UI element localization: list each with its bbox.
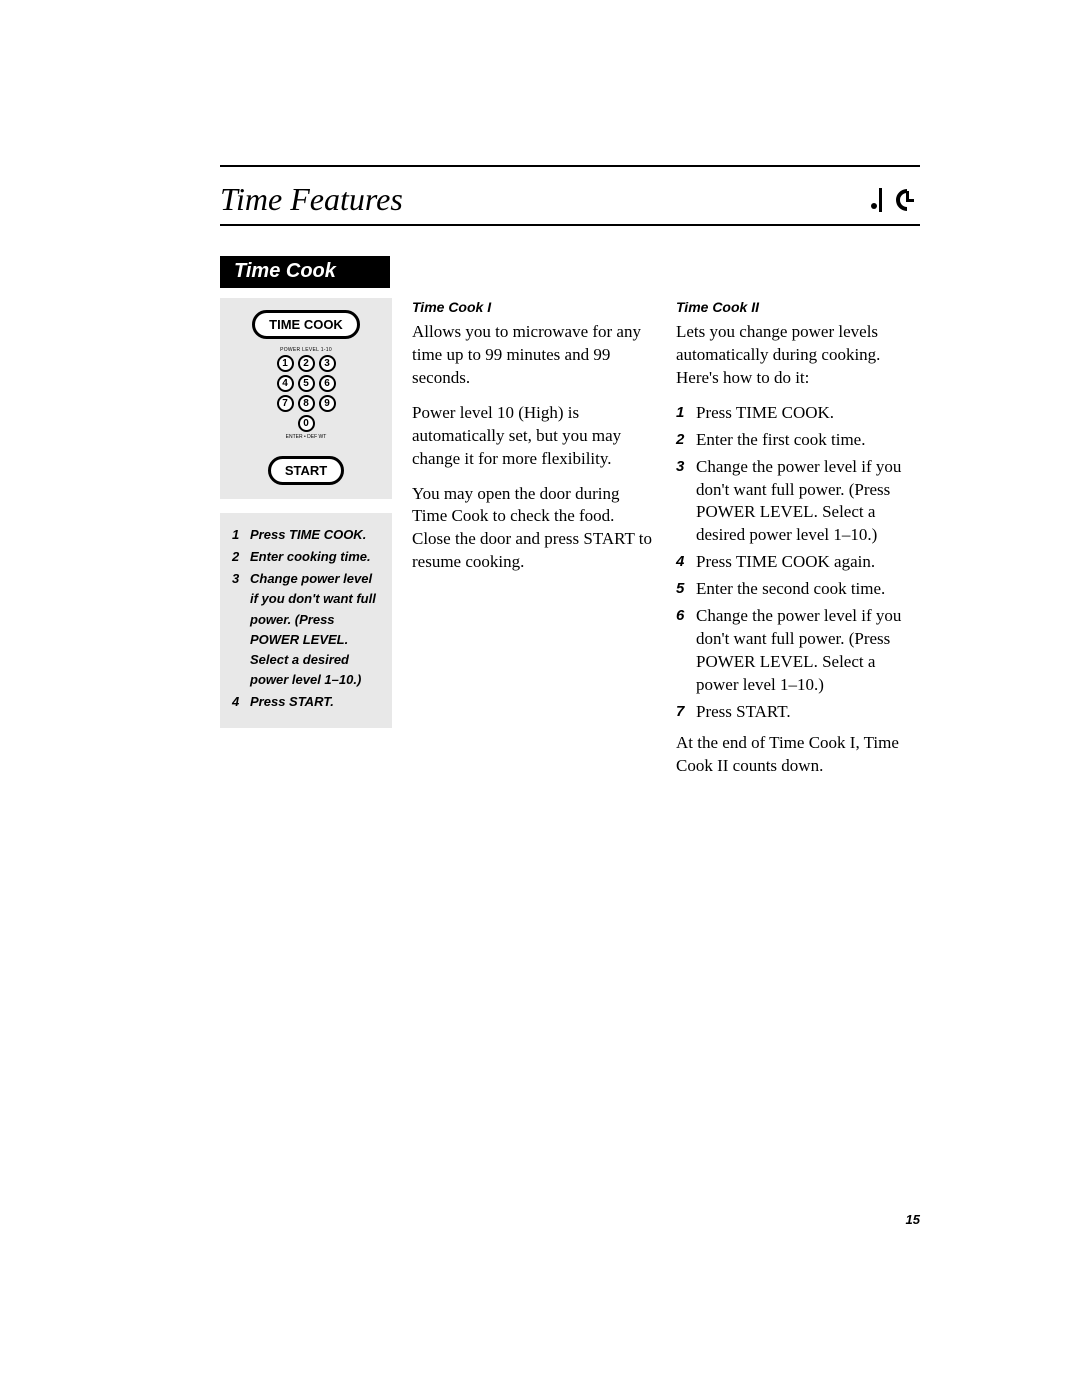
keypad-top-label: POWER LEVEL 1-10 bbox=[230, 347, 382, 353]
keypad: 1 2 3 4 5 6 7 8 9 0 bbox=[230, 355, 382, 432]
section-label: Time Cook bbox=[220, 256, 390, 288]
key-6: 6 bbox=[319, 375, 336, 392]
control-panel: TIME COOK POWER LEVEL 1-10 1 2 3 4 5 6 7 bbox=[220, 298, 392, 499]
col1-p2: Power level 10 (High) is automatically s… bbox=[412, 402, 656, 471]
col1-p1: Allows you to microwave for any time up … bbox=[412, 321, 656, 390]
sidebar-step-text: Press TIME COOK. bbox=[250, 525, 366, 545]
col2-step-text: Press TIME COOK again. bbox=[696, 551, 920, 574]
section-label-wrap: Time Cook bbox=[220, 256, 920, 288]
key-5: 5 bbox=[298, 375, 315, 392]
sidebar-step: 2Enter cooking time. bbox=[232, 547, 380, 567]
sidebar-step-text: Change power level if you don't want ful… bbox=[250, 569, 380, 690]
time-cook-button: TIME COOK bbox=[252, 310, 360, 339]
key-3: 3 bbox=[319, 355, 336, 372]
keypad-bot-label: ENTER • DEF WT bbox=[230, 434, 382, 440]
content-row: TIME COOK POWER LEVEL 1-10 1 2 3 4 5 6 7 bbox=[220, 298, 920, 790]
column-time-cook-1: Time Cook I Allows you to microwave for … bbox=[412, 298, 656, 586]
clock-icon bbox=[894, 187, 920, 213]
col1-p3: You may open the door during Time Cook t… bbox=[412, 483, 656, 575]
col2-step-text: Enter the second cook time. bbox=[696, 578, 920, 601]
title-row: Time Features bbox=[220, 181, 920, 218]
page-title: Time Features bbox=[220, 181, 403, 218]
header-icons bbox=[870, 187, 920, 213]
col2-step-text: Change the power level if you don't want… bbox=[696, 456, 920, 548]
col2-steps: 1Press TIME COOK. 2Enter the first cook … bbox=[676, 402, 920, 724]
column-time-cook-2: Time Cook II Lets you change power level… bbox=[676, 298, 920, 790]
key-2: 2 bbox=[298, 355, 315, 372]
start-button: START bbox=[268, 456, 344, 485]
key-9: 9 bbox=[319, 395, 336, 412]
sidebar-step-text: Enter cooking time. bbox=[250, 547, 371, 567]
key-1: 1 bbox=[277, 355, 294, 372]
sidebar-step: 3Change power level if you don't want fu… bbox=[232, 569, 380, 690]
document-page: Time Features Time Cook TIME COOK POWER … bbox=[0, 0, 1080, 1397]
under-rule bbox=[220, 224, 920, 226]
col2-step-text: Press START. bbox=[696, 701, 920, 724]
col2-step-text: Enter the first cook time. bbox=[696, 429, 920, 452]
page-number: 15 bbox=[906, 1212, 920, 1227]
col2-heading: Time Cook II bbox=[676, 298, 920, 317]
col2-step-text: Press TIME COOK. bbox=[696, 402, 920, 425]
key-7: 7 bbox=[277, 395, 294, 412]
key-4: 4 bbox=[277, 375, 294, 392]
sidebar-step: 4Press START. bbox=[232, 692, 380, 712]
col2-step-text: Change the power level if you don't want… bbox=[696, 605, 920, 697]
sidebar-step: 1Press TIME COOK. bbox=[232, 525, 380, 545]
top-rule bbox=[220, 165, 920, 167]
separator-icon bbox=[870, 188, 888, 212]
col1-heading: Time Cook I bbox=[412, 298, 656, 317]
sidebar-instructions: 1Press TIME COOK. 2Enter cooking time. 3… bbox=[220, 513, 392, 728]
col2-intro: Lets you change power levels automatical… bbox=[676, 321, 920, 390]
key-0: 0 bbox=[298, 415, 315, 432]
col2-outro: At the end of Time Cook I, Time Cook II … bbox=[676, 732, 920, 778]
key-8: 8 bbox=[298, 395, 315, 412]
sidebar: TIME COOK POWER LEVEL 1-10 1 2 3 4 5 6 7 bbox=[220, 298, 392, 728]
sidebar-step-text: Press START. bbox=[250, 692, 334, 712]
